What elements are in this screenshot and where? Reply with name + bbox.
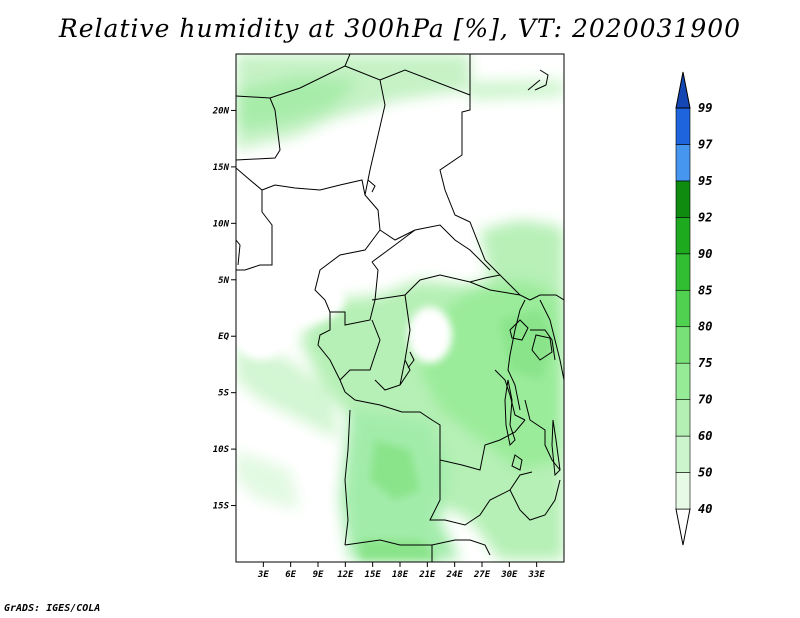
lat-tick-label: 5S <box>218 389 229 399</box>
lat-tick-label: 20N <box>212 106 230 116</box>
colorbar-segment <box>675 399 691 437</box>
lon-axis: 3E 6E 9E 12E 15E 18E 21E 24E 27E 30E 33E <box>257 562 545 580</box>
colorbar-segment <box>675 217 691 255</box>
colorbar-segment <box>675 289 691 328</box>
colorbar-label: 99 <box>698 101 712 115</box>
colorbar-label: 85 <box>698 283 712 297</box>
colorbar-segment <box>675 253 691 291</box>
colorbar-lower-arrow <box>675 508 691 546</box>
colorbar-label: 80 <box>698 320 712 334</box>
colorbar-upper-arrow <box>675 71 691 109</box>
lat-tick-label: EQ <box>218 332 229 342</box>
colorbar-legend: 40 50 60 70 75 80 85 90 92 95 97 99 <box>675 71 713 546</box>
lon-tick-label: 21E <box>418 570 436 580</box>
lon-tick-label: 27E <box>473 570 491 580</box>
lon-tick-label: 3E <box>257 570 269 580</box>
lat-tick-label: 15N <box>213 163 230 173</box>
lat-tick-label: 10S <box>213 445 230 455</box>
colorbar-segment <box>675 326 691 364</box>
colorbar-segment <box>675 472 691 510</box>
colorbar-segment <box>675 144 691 182</box>
lat-tick-label: 15S <box>213 502 230 512</box>
colorbar-label: 90 <box>698 247 712 261</box>
colorbar-label: 75 <box>698 356 712 370</box>
colorbar-label: 60 <box>698 429 712 443</box>
lon-tick-label: 12E <box>337 570 354 580</box>
colorbar-segment <box>675 362 691 400</box>
colorbar-label: 95 <box>698 174 712 188</box>
colorbar-label: 92 <box>698 210 712 224</box>
lon-tick-label: 15E <box>365 570 382 580</box>
lon-tick-label: 30E <box>500 570 518 580</box>
lat-axis: 20N 15N 10N 5N EQ 5S 10S 15S <box>212 106 236 512</box>
lon-tick-label: 6E <box>285 570 296 580</box>
map-title: Relative humidity at 300hPa [%], VT: 202… <box>58 14 742 43</box>
colorbar-label: 40 <box>698 502 712 516</box>
lakes <box>367 179 561 477</box>
humidity-field <box>236 54 564 560</box>
colorbar-segment <box>675 107 691 145</box>
country-borders <box>236 54 564 562</box>
lon-tick-label: 24E <box>446 570 464 580</box>
colorbar-label: 70 <box>698 393 712 407</box>
lon-tick-label: 33E <box>528 570 546 580</box>
lat-tick-label: 10N <box>213 219 230 229</box>
colorbar-label: 97 <box>698 137 713 151</box>
colorbar-label: 50 <box>698 466 712 480</box>
lon-tick-label: 18E <box>392 570 409 580</box>
footer-credit: GrADS: IGES/COLA <box>4 603 101 614</box>
colorbar-segment <box>675 435 691 473</box>
lat-tick-label: 5N <box>218 276 229 286</box>
lon-tick-label: 9E <box>313 570 324 580</box>
colorbar-segment <box>675 180 691 218</box>
